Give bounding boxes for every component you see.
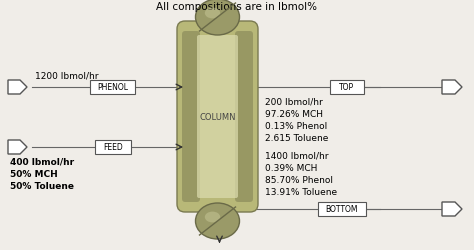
Text: 2.615 Toluene: 2.615 Toluene — [265, 134, 328, 142]
Polygon shape — [442, 81, 462, 94]
Text: 400 lbmol/hr: 400 lbmol/hr — [10, 157, 74, 166]
FancyBboxPatch shape — [330, 81, 364, 94]
Ellipse shape — [205, 8, 220, 19]
Polygon shape — [8, 81, 27, 94]
Text: 85.70% Phenol: 85.70% Phenol — [265, 175, 333, 184]
Text: All compositions are in lbmol%: All compositions are in lbmol% — [156, 2, 318, 12]
Text: TOP: TOP — [339, 83, 355, 92]
Text: 0.13% Phenol: 0.13% Phenol — [265, 122, 327, 130]
Text: FEED: FEED — [103, 143, 123, 152]
FancyBboxPatch shape — [177, 22, 258, 212]
Text: 97.26% MCH: 97.26% MCH — [265, 110, 323, 118]
FancyBboxPatch shape — [318, 202, 366, 216]
FancyBboxPatch shape — [197, 36, 238, 198]
Text: 1400 lbmol/hr: 1400 lbmol/hr — [265, 152, 328, 160]
Text: 50% Toluene: 50% Toluene — [10, 181, 74, 190]
Text: BOTTOM: BOTTOM — [326, 205, 358, 214]
Text: 200 lbmol/hr: 200 lbmol/hr — [265, 98, 323, 106]
Polygon shape — [8, 140, 27, 154]
Text: 0.39% MCH: 0.39% MCH — [265, 163, 318, 172]
Ellipse shape — [205, 212, 220, 222]
FancyBboxPatch shape — [95, 140, 131, 154]
Text: COLUMN: COLUMN — [199, 112, 236, 122]
Text: 1200 lbmol/hr: 1200 lbmol/hr — [35, 71, 99, 80]
Polygon shape — [442, 202, 462, 216]
Text: PHENOL: PHENOL — [97, 83, 128, 92]
Text: 50% MCH: 50% MCH — [10, 169, 58, 178]
Ellipse shape — [195, 203, 239, 239]
FancyBboxPatch shape — [235, 32, 253, 202]
Text: 13.91% Toluene: 13.91% Toluene — [265, 187, 337, 196]
FancyBboxPatch shape — [182, 32, 200, 202]
FancyBboxPatch shape — [90, 81, 135, 94]
Ellipse shape — [195, 0, 239, 36]
